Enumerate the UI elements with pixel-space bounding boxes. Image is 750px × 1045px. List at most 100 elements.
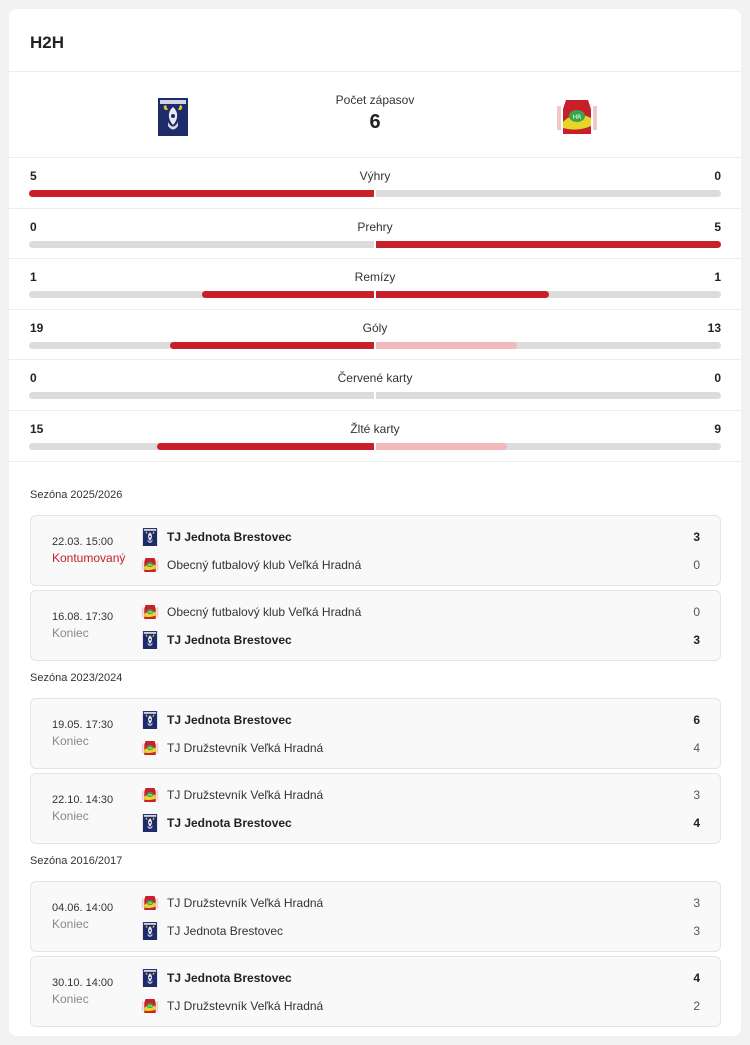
stats-list: 5 Výhry 0 0 Prehry 5 1 Remízy 1 19 Góly 13 0 Červené … bbox=[9, 158, 741, 462]
season-label: Sezóna 2023/2024 bbox=[30, 672, 123, 684]
away-stat-fill bbox=[376, 442, 508, 450]
stat-away-value: 13 bbox=[707, 320, 721, 335]
season-label: Sezóna 2016/2017 bbox=[30, 855, 123, 867]
match-status: Koniec bbox=[52, 626, 89, 640]
card-header: H2H bbox=[9, 9, 741, 72]
stat-home-value: 15 bbox=[30, 421, 44, 436]
home-stat-fill bbox=[170, 341, 374, 349]
matches-count: 6 bbox=[369, 111, 381, 133]
stat-away-value: 1 bbox=[714, 270, 721, 285]
home-stat-bar bbox=[29, 392, 374, 400]
away-stat-fill bbox=[376, 240, 721, 248]
stat-away-value: 9 bbox=[714, 421, 721, 436]
stat-home-value: 0 bbox=[30, 371, 37, 386]
team-row: TJ Družstevník Veľká Hradná 4 bbox=[141, 738, 700, 758]
stat-label: Výhry bbox=[359, 169, 391, 183]
team-row: TJ Jednota Brestovec 6 bbox=[141, 710, 700, 730]
home-stat-fill bbox=[156, 442, 374, 450]
team-row: TJ Družstevník Veľká Hradná 3 bbox=[141, 785, 700, 805]
team-name: TJ Jednota Brestovec bbox=[167, 816, 292, 830]
match-status: Koniec bbox=[52, 992, 89, 1006]
match-card[interactable]: 19.05. 17:30 Koniec TJ Jednota Brestovec 6 T… bbox=[30, 698, 721, 769]
team-name: TJ Jednota Brestovec bbox=[167, 530, 292, 544]
hradna-crest-icon bbox=[141, 603, 159, 621]
away-stat-bar bbox=[376, 392, 721, 400]
match-status: Koniec bbox=[52, 917, 89, 931]
match-status: Kontumovaný bbox=[52, 551, 126, 565]
stat-home-value: 0 bbox=[30, 219, 37, 234]
stat-label: Žlté karty bbox=[350, 421, 400, 436]
home-stat-fill bbox=[201, 291, 374, 299]
team-name: Obecný futbalový klub Veľká Hradná bbox=[167, 558, 362, 572]
brestovec-crest-icon bbox=[141, 631, 159, 649]
team-score: 2 bbox=[693, 999, 700, 1013]
match-card[interactable]: 22.10. 14:30 Koniec TJ Družstevník Veľká H… bbox=[30, 773, 721, 844]
team-score: 0 bbox=[693, 605, 700, 619]
team-row: TJ Jednota Brestovec 4 bbox=[141, 968, 700, 988]
hradna-crest-icon bbox=[141, 894, 159, 912]
match-card[interactable]: 04.06. 14:00 Koniec TJ Družstevník Veľká H… bbox=[30, 881, 721, 952]
team-name: TJ Družstevník Veľká Hradná bbox=[167, 788, 324, 802]
home-stat-bar bbox=[29, 291, 374, 299]
stat-away-value: 5 bbox=[714, 219, 721, 234]
match-card[interactable]: 22.03. 15:00 Kontumovaný TJ Jednota Bresto… bbox=[30, 515, 721, 586]
match-time: 04.06. 14:00 bbox=[52, 902, 114, 914]
brestovec-crest-icon bbox=[141, 922, 159, 940]
match-time: 22.10. 14:30 bbox=[52, 794, 114, 806]
team-name: TJ Jednota Brestovec bbox=[167, 633, 292, 647]
team-row: Obecný futbalový klub Veľká Hradná 0 bbox=[141, 602, 700, 622]
away-stat-bar bbox=[376, 190, 721, 197]
team-score: 4 bbox=[693, 971, 700, 985]
h2h-card: H2H Počet zápasov 6 5 Výhry 0 0 Prehry 5 1 Remí… bbox=[9, 9, 741, 1036]
home-stat-bar bbox=[29, 442, 374, 450]
stat-home-value: 5 bbox=[30, 169, 37, 183]
stat-label: Červené karty bbox=[337, 371, 413, 386]
match-time: 16.08. 17:30 bbox=[52, 611, 114, 623]
match-time: 22.03. 15:00 bbox=[52, 536, 114, 548]
card-title: H2H bbox=[30, 33, 65, 52]
team-score: 3 bbox=[693, 633, 700, 647]
matches-count-box: Počet zápasov 6 bbox=[9, 93, 741, 134]
stat-away-value: 0 bbox=[714, 371, 721, 386]
team-name: TJ Družstevník Veľká Hradná bbox=[167, 741, 324, 755]
stat-away-value: 0 bbox=[714, 169, 721, 183]
team-row: TJ Jednota Brestovec 3 bbox=[141, 921, 700, 941]
match-card[interactable]: 16.08. 17:30 Koniec Obecný futbalový klub … bbox=[30, 590, 721, 661]
match-card[interactable]: 30.10. 14:00 Koniec TJ Jednota Brestovec 4 T… bbox=[30, 956, 721, 1027]
team-row: TJ Družstevník Veľká Hradná 3 bbox=[141, 893, 700, 913]
team-score: 3 bbox=[693, 530, 700, 544]
matches-label: Počet zápasov bbox=[335, 93, 415, 107]
stat-home-value: 19 bbox=[30, 320, 44, 335]
match-time: 19.05. 17:30 bbox=[52, 719, 114, 731]
team-name: TJ Jednota Brestovec bbox=[167, 713, 292, 727]
team-score: 3 bbox=[693, 788, 700, 802]
team-row: TJ Jednota Brestovec 4 bbox=[141, 813, 700, 833]
team-name: TJ Družstevník Veľká Hradná bbox=[167, 999, 324, 1013]
brestovec-crest-icon bbox=[141, 528, 159, 546]
hradna-crest-icon bbox=[141, 997, 159, 1015]
match-time: 30.10. 14:00 bbox=[52, 977, 114, 989]
home-stat-bar bbox=[29, 240, 374, 248]
team-score: 0 bbox=[693, 558, 700, 572]
stat-row: 0 Prehry 5 bbox=[9, 209, 741, 260]
away-stat-bar bbox=[376, 240, 721, 248]
stat-row: 15 Žlté karty 9 bbox=[9, 411, 741, 462]
team-name: Obecný futbalový klub Veľká Hradná bbox=[167, 605, 362, 619]
match-status: Koniec bbox=[52, 734, 89, 748]
team-score: 4 bbox=[693, 741, 700, 755]
home-stat-bar bbox=[29, 190, 374, 197]
brestovec-crest-icon bbox=[141, 711, 159, 729]
away-stat-fill bbox=[376, 291, 549, 299]
team-score: 3 bbox=[693, 896, 700, 910]
stat-label: Remízy bbox=[354, 270, 396, 285]
home-stat-fill bbox=[29, 190, 374, 197]
away-team-crest-icon[interactable] bbox=[555, 96, 599, 138]
team-name: TJ Jednota Brestovec bbox=[167, 924, 284, 938]
hradna-crest-icon bbox=[141, 786, 159, 804]
away-stat-bar bbox=[376, 341, 721, 349]
team-row: Obecný futbalový klub Veľká Hradná 0 bbox=[141, 555, 700, 575]
team-row: TJ Jednota Brestovec 3 bbox=[141, 630, 700, 650]
away-stat-bar bbox=[376, 291, 721, 299]
brestovec-crest-icon bbox=[141, 969, 159, 987]
stat-home-value: 1 bbox=[30, 270, 37, 285]
